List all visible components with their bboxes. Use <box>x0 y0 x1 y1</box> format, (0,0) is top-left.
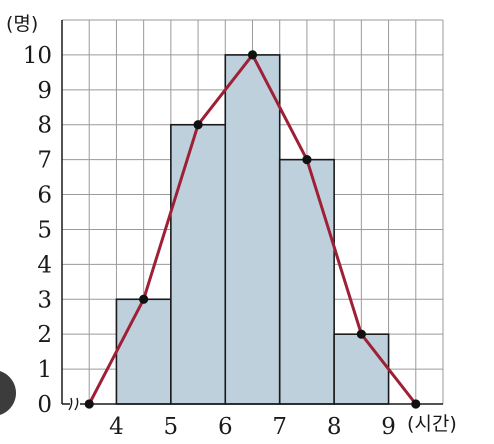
polygon-point <box>193 120 203 130</box>
y-tick-label: 2 <box>37 322 52 348</box>
histogram-bar <box>278 158 335 405</box>
histogram-bars <box>115 54 390 405</box>
polygon-point <box>139 294 149 304</box>
axis-break-mark <box>74 397 79 411</box>
histogram-bar <box>333 333 390 405</box>
x-axis-unit-label: (시간) <box>407 413 457 435</box>
side-panel-handle[interactable] <box>0 370 16 416</box>
frequency-polygon <box>84 50 421 409</box>
x-tick-label: 8 <box>327 414 342 440</box>
polygon-point <box>247 50 258 60</box>
polygon-point <box>356 329 366 339</box>
y-tick-label: 6 <box>37 183 52 209</box>
axis-break-gap <box>70 396 80 412</box>
histogram-bar <box>115 298 172 405</box>
tick-labels: 0 1 2 3 4 5 6 7 8 9 10 4 5 6 7 8 9 <box>23 43 396 440</box>
axis-break-mark <box>68 397 73 411</box>
x-tick-label: 5 <box>164 414 179 440</box>
y-tick-label: 5 <box>37 217 52 243</box>
polygon-point <box>411 399 421 409</box>
y-tick-label: 0 <box>37 392 52 418</box>
y-tick-label: 1 <box>37 357 52 383</box>
polygon-point <box>84 399 94 409</box>
x-tick-label: 4 <box>109 414 124 440</box>
y-tick-label: 3 <box>37 287 52 313</box>
y-axis-unit-label: (명) <box>6 13 38 35</box>
y-tick-label: 7 <box>37 148 52 174</box>
x-tick-label: 9 <box>381 414 396 440</box>
x-tick-label: 6 <box>218 414 233 440</box>
histogram-bar <box>170 123 227 405</box>
x-tick-label: 7 <box>272 414 287 440</box>
polygon-point <box>302 155 312 165</box>
y-tick-label: 10 <box>23 43 52 69</box>
histogram-bar <box>224 54 281 405</box>
y-tick-label: 4 <box>37 252 52 278</box>
y-tick-label: 9 <box>37 78 52 104</box>
axes <box>61 20 443 412</box>
y-tick-label: 8 <box>37 113 52 139</box>
